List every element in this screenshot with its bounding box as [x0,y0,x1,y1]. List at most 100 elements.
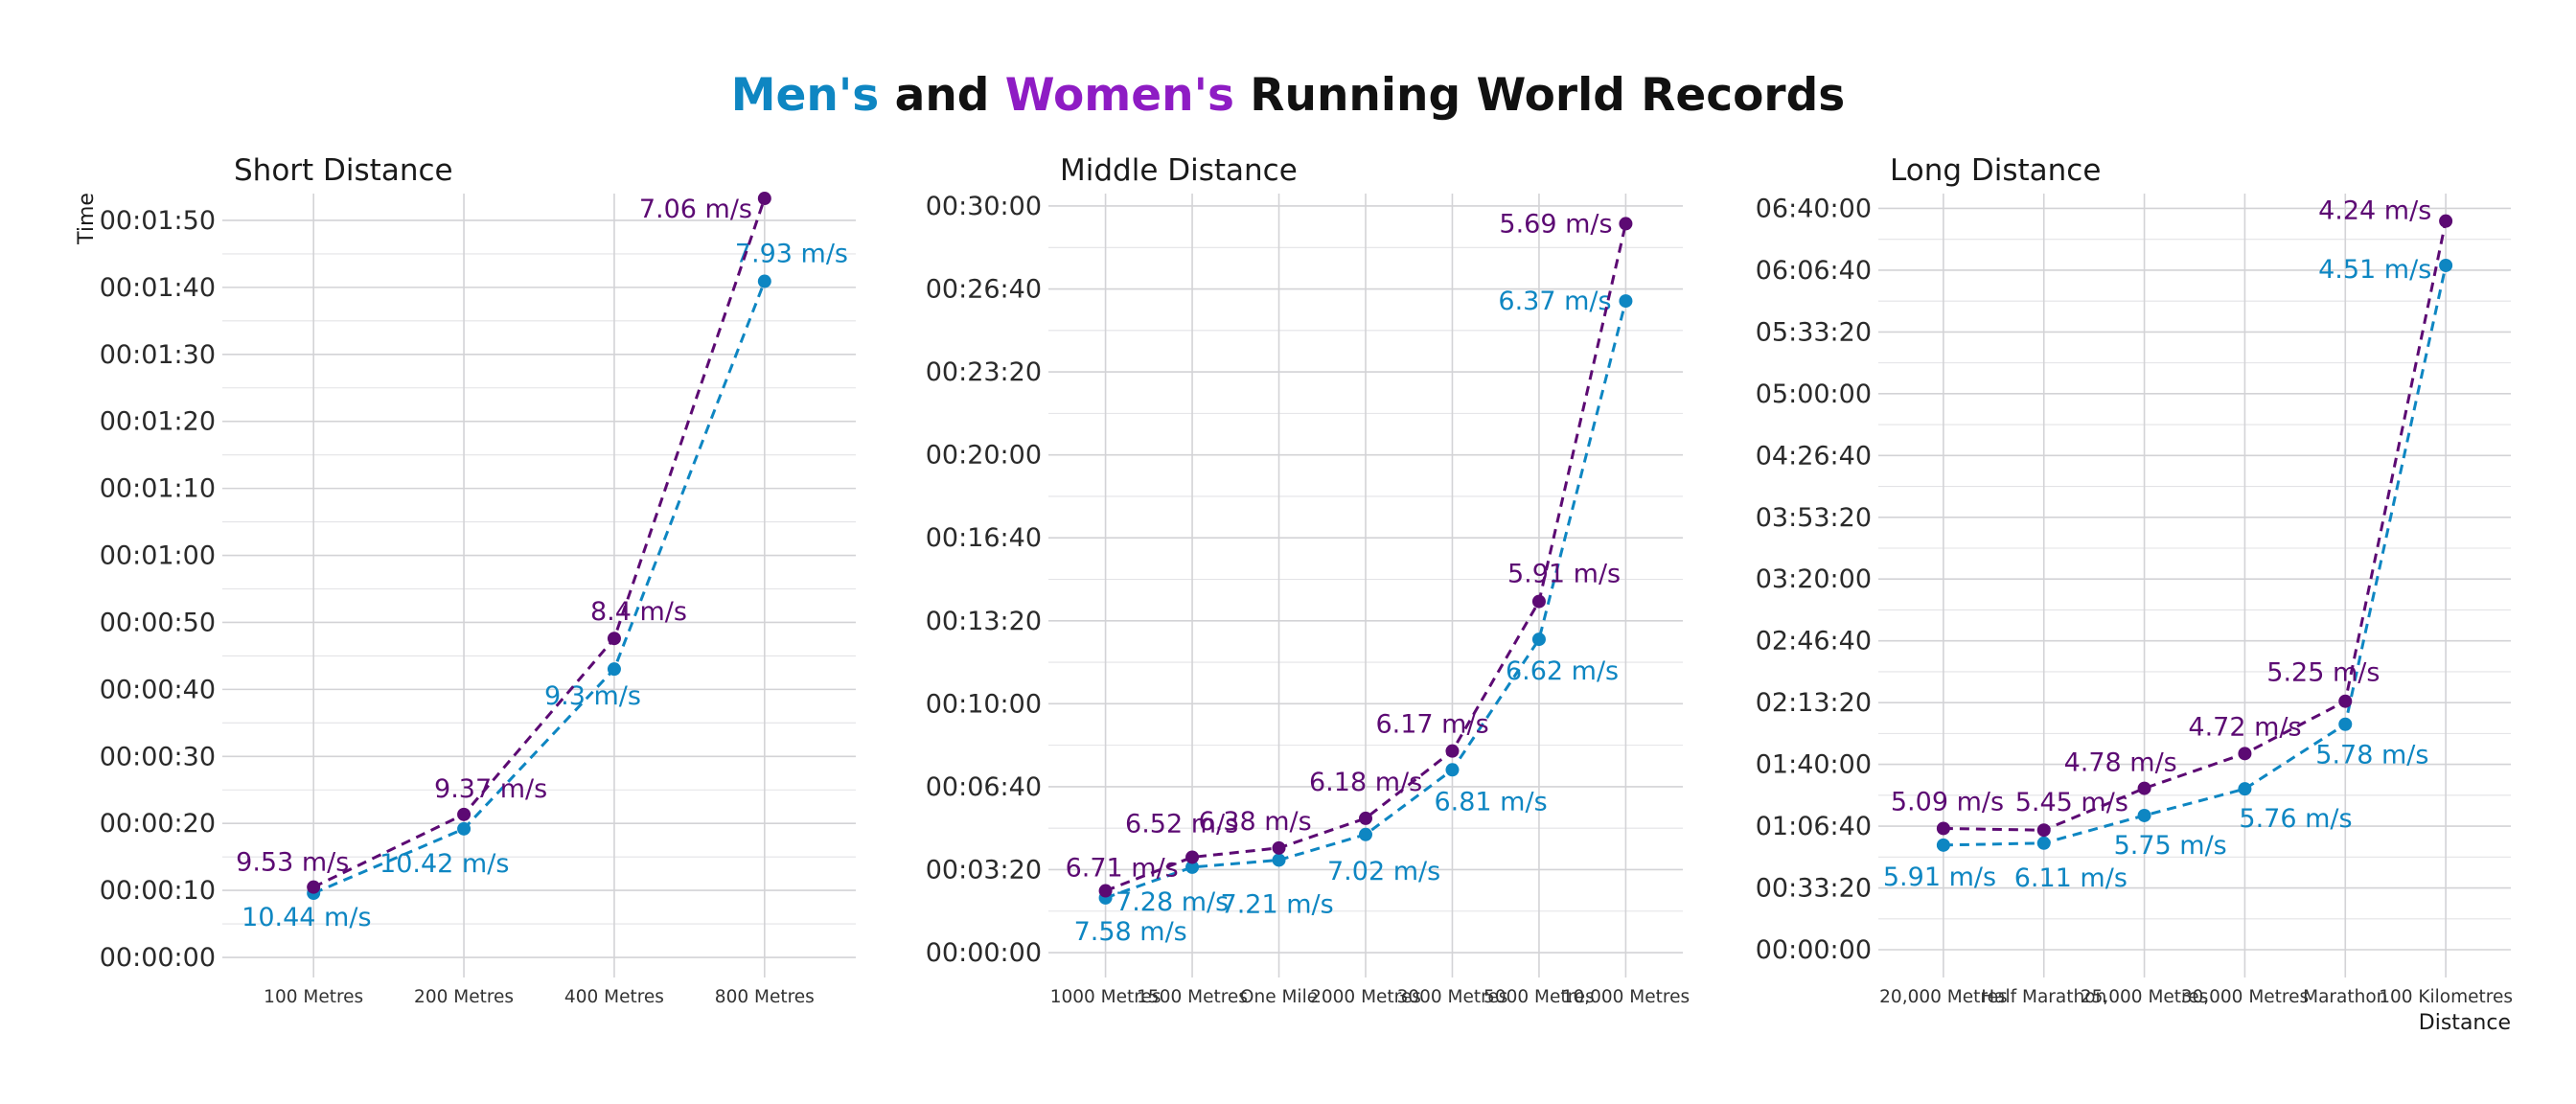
mens-data-label: 6.11 m/s [2014,863,2128,893]
womens-data-label: 5.91 m/s [1507,560,1621,589]
y-tick-label: 06:40:00 [1756,194,1872,223]
facet-title: Long Distance [1890,153,2101,188]
mens-data-label: 5.76 m/s [2239,804,2352,834]
x-tick-label: 1000 Metres [1050,987,1162,1007]
facet-2: 00:00:00 00:03:20 00:06:40 00:10:00 00:13:20… [926,153,1690,1007]
x-tick-label: 10,000 Metres [1562,987,1690,1007]
y-tick-label: 05:33:20 [1756,317,1872,347]
womens-data-label: 6.71 m/s [1066,854,1179,884]
facet-1: 00:00:00 00:00:10 00:00:20 00:00:30 00:00:40… [75,153,856,1007]
womens-data-label: 5.45 m/s [2015,788,2128,817]
mens-data-label: 7.28 m/s [1116,887,1229,917]
womens-point [1445,744,1460,758]
womens-data-label: 6.38 m/s [1199,807,1312,837]
y-tick-label: 00:00:10 [100,876,216,906]
x-tick-label: Half Marathon [1981,987,2106,1007]
y-tick-label: 00:00:40 [100,675,216,704]
womens-data-label: 6.17 m/s [1375,710,1488,740]
y-tick-label: 00:00:00 [100,943,216,973]
x-tick-label: 25,000 Metres [2081,987,2208,1007]
y-tick-label: 00:01:40 [100,273,216,303]
womens-point [2338,694,2353,708]
womens-point [1936,821,1950,836]
y-tick-label: 03:53:20 [1756,503,1872,533]
facet-title: Short Distance [234,153,453,188]
mens-data-label: 7.21 m/s [1221,889,1334,919]
mens-series-line [312,280,767,895]
womens-point [2036,823,2051,838]
mens-data-label: 9.3 m/s [544,681,641,711]
y-tick-label: 00:13:20 [926,607,1042,636]
mens-point [2338,717,2353,731]
mens-data-label: 5.78 m/s [2315,741,2428,770]
y-tick-label: 00:33:20 [1756,874,1872,904]
x-tick-label: Marathon [2303,987,2387,1007]
x-tick-label: 100 Kilometres [2379,987,2513,1007]
y-tick-label: 00:23:20 [926,357,1042,387]
womens-data-label: 5.69 m/s [1499,209,1612,239]
womens-point [607,632,621,646]
x-tick-label: 800 Metres [715,987,815,1007]
y-tick-label: 00:01:00 [100,541,216,571]
facets: 00:00:00 00:00:10 00:00:20 00:00:30 00:00:40… [75,153,2513,1035]
y-tick-label: 04:26:40 [1756,441,1872,471]
title-womens: Women's [1005,69,1234,122]
y-tick-label: 00:03:20 [926,855,1042,885]
womens-point [1619,217,1633,231]
y-tick-label: 00:26:40 [926,275,1042,305]
womens-point [2439,214,2453,228]
mens-data-label: 6.62 m/s [1506,656,1619,686]
x-tick-label: 2000 Metres [1310,987,1421,1007]
mens-point [1531,632,1546,647]
mens-point [2439,258,2453,272]
womens-point [1272,840,1286,855]
mens-point [457,821,472,836]
x-tick-label: 30,000 Metres [2181,987,2309,1007]
x-tick-label: One Mile [1240,987,1318,1007]
womens-point [1359,811,1372,825]
mens-data-label: 10.44 m/s [242,903,371,932]
mens-point [1272,853,1286,867]
title-mens: Men's [731,69,879,122]
y-tick-label: 00:01:10 [100,474,216,504]
womens-data-label: 6.52 m/s [1125,809,1238,839]
womens-data-label: 6.18 m/s [1309,768,1422,797]
womens-point [2137,781,2151,795]
mens-point [757,274,771,288]
womens-data-label: 9.37 m/s [434,774,547,804]
y-tick-label: 00:00:00 [926,938,1042,968]
mens-point [2036,836,2051,850]
womens-data-label: 4.78 m/s [2064,748,2177,778]
mens-data-label: 5.91 m/s [1883,862,1996,892]
womens-data-label: 9.53 m/s [236,848,349,878]
womens-series-line [1943,220,2448,832]
y-tick-label: 00:00:30 [100,742,216,771]
y-tick-label: 00:30:00 [926,192,1042,221]
mens-point [2137,808,2151,822]
mens-data-label: 7.93 m/s [735,240,848,269]
womens-point [2238,747,2252,761]
mens-series-line [1943,264,2448,847]
y-tick-label: 01:40:00 [1756,750,1872,780]
y-tick-label: 03:20:00 [1756,564,1872,594]
mens-data-label: 10.42 m/s [380,849,509,879]
x-tick-label: 100 Metres [264,987,363,1007]
mens-data-label: 6.37 m/s [1498,287,1611,316]
facet-title: Middle Distance [1060,153,1298,188]
x-tick-label: 20,000 Metres [1879,987,2007,1007]
y-tick-label: 05:00:00 [1756,380,1872,409]
y-tick-label: 00:00:50 [100,608,216,637]
y-tick-label: 00:01:20 [100,407,216,437]
womens-data-label: 7.06 m/s [639,195,752,224]
mens-point [1619,294,1633,309]
y-tick-label: 00:01:50 [100,206,216,236]
title-and: and [879,69,1005,122]
y-tick-label: 00:00:00 [1756,935,1872,965]
y-axis-title: Time [75,193,99,245]
mens-data-label: 5.75 m/s [2114,831,2227,861]
womens-data-label: 8.4 m/s [590,597,687,627]
y-tick-label: 06:06:40 [1756,256,1872,286]
womens-data-label: 5.09 m/s [1891,787,2004,816]
x-tick-label: 200 Metres [414,987,514,1007]
